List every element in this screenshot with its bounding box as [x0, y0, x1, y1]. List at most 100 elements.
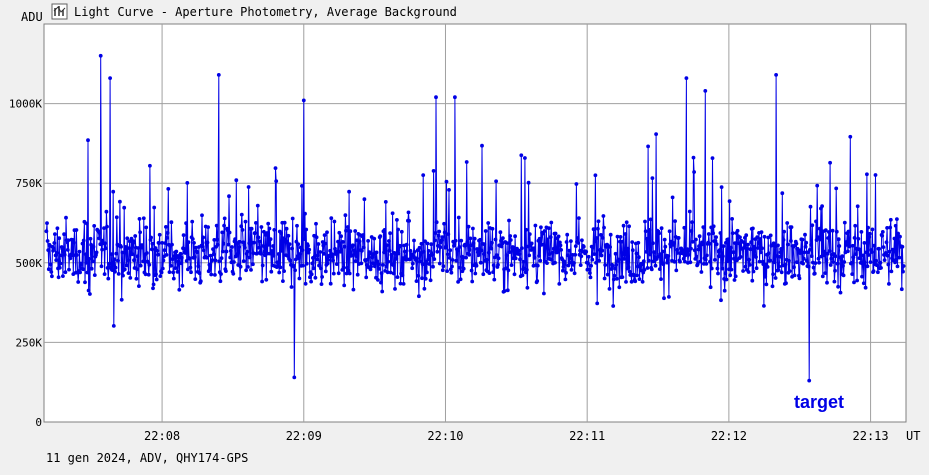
- data-point: [602, 225, 606, 230]
- data-point: [119, 244, 123, 249]
- data-point: [632, 273, 636, 278]
- data-point: [126, 258, 130, 263]
- data-point: [738, 235, 742, 240]
- data-point: [551, 246, 556, 251]
- data-point: [214, 223, 219, 228]
- data-point: [853, 252, 858, 256]
- data-point: [114, 215, 119, 220]
- data-point: [562, 262, 567, 266]
- data-point: [730, 231, 735, 236]
- data-point: [744, 233, 749, 238]
- data-point: [801, 256, 806, 261]
- data-point: [640, 279, 645, 284]
- data-point: [164, 253, 169, 257]
- data-point: [268, 251, 272, 256]
- data-point: [247, 255, 252, 260]
- data-point: [322, 233, 327, 238]
- series-target: [44, 53, 906, 383]
- data-point: [144, 225, 149, 230]
- data-point: [230, 245, 234, 249]
- data-point: [157, 241, 162, 245]
- data-point: [143, 272, 148, 277]
- data-point: [339, 234, 343, 239]
- data-point: [813, 261, 818, 265]
- data-point: [456, 280, 460, 284]
- data-point: [416, 273, 421, 278]
- data-point: [485, 258, 489, 262]
- data-point: [339, 248, 344, 252]
- data-point: [507, 250, 512, 255]
- data-point: [752, 244, 756, 249]
- data-point: [689, 246, 693, 251]
- data-point: [558, 243, 563, 248]
- data-point: [165, 236, 170, 240]
- data-point: [421, 249, 426, 254]
- data-point: [366, 239, 370, 243]
- data-point: [414, 279, 419, 283]
- data-point: [270, 249, 274, 253]
- data-point: [834, 229, 839, 234]
- data-point: [186, 240, 191, 245]
- data-point: [80, 241, 85, 246]
- data-point: [864, 250, 869, 255]
- data-point: [217, 259, 222, 264]
- data-point: [828, 263, 833, 267]
- data-point: [703, 89, 708, 93]
- data-point: [249, 226, 254, 231]
- data-point: [50, 274, 54, 279]
- data-point: [153, 246, 158, 250]
- data-point: [833, 254, 838, 259]
- data-point: [478, 237, 483, 242]
- data-point: [490, 240, 494, 245]
- data-point: [732, 256, 736, 261]
- data-point: [122, 205, 127, 210]
- data-point: [539, 225, 543, 230]
- data-point: [235, 252, 239, 257]
- data-point: [91, 259, 95, 264]
- data-point: [464, 255, 468, 260]
- data-point: [228, 249, 233, 253]
- data-point: [502, 289, 507, 293]
- data-point: [85, 270, 90, 275]
- data-point: [364, 275, 369, 280]
- data-point: [809, 254, 814, 258]
- data-point: [134, 276, 139, 281]
- data-point: [296, 256, 301, 261]
- data-point: [837, 244, 842, 248]
- data-point: [611, 277, 616, 282]
- data-point: [99, 264, 104, 269]
- data-point: [433, 231, 438, 235]
- data-point: [430, 253, 435, 257]
- data-point: [57, 265, 62, 270]
- data-point: [866, 253, 871, 257]
- data-point: [822, 249, 827, 254]
- data-point: [661, 262, 666, 267]
- data-point: [401, 282, 406, 286]
- data-point: [559, 248, 563, 252]
- data-point: [728, 273, 733, 278]
- data-point: [314, 221, 318, 226]
- data-point: [361, 233, 366, 237]
- data-point: [293, 257, 298, 262]
- data-point: [444, 179, 449, 184]
- data-point: [868, 231, 872, 236]
- data-point: [274, 179, 279, 184]
- chart-window-title: Light Curve - Aperture Photometry, Avera…: [74, 5, 457, 19]
- data-point: [135, 254, 140, 259]
- data-point: [724, 240, 728, 245]
- data-point: [307, 247, 312, 252]
- data-point: [630, 248, 635, 253]
- data-point: [713, 258, 717, 262]
- data-point: [347, 189, 351, 194]
- data-point: [135, 267, 140, 272]
- data-point: [371, 261, 375, 266]
- data-point: [266, 242, 271, 247]
- y-tick-label: 0: [35, 416, 42, 429]
- data-point: [158, 274, 163, 278]
- data-point: [626, 246, 630, 251]
- data-point: [237, 239, 242, 244]
- data-point: [376, 278, 380, 282]
- data-point: [173, 266, 178, 270]
- data-point: [246, 265, 250, 269]
- data-point: [151, 282, 156, 287]
